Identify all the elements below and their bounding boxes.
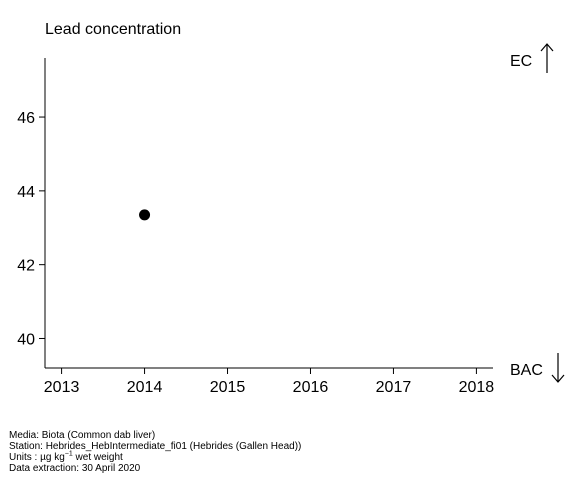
footer-station: Station: Hebrides_HebIntermediate_fi01 (…: [9, 441, 302, 452]
data-point: [139, 209, 151, 221]
data-points: [139, 209, 151, 221]
x-tick-label: 2016: [293, 379, 329, 396]
x-tick-label: 2014: [127, 379, 163, 396]
footer-units-suffix: wet weight: [72, 452, 123, 463]
footer-units: Units : µg kg−1 wet weight: [9, 450, 301, 463]
bac-label: BAC: [510, 362, 543, 379]
y-tick-label: 46: [17, 110, 35, 127]
down-arrow-icon: [551, 353, 565, 383]
chart-title: Lead concentration: [45, 21, 181, 38]
y-tick-label: 42: [17, 258, 35, 275]
chart-footer: Media: Biota (Common dab liver) Station:…: [9, 430, 301, 474]
y-tick-label: 44: [17, 184, 35, 201]
ec-label: EC: [510, 53, 532, 70]
x-tick-label: 2013: [44, 379, 80, 396]
y-tick-label: 40: [17, 331, 35, 348]
x-tick-label: 2018: [459, 379, 495, 396]
footer-units-prefix: Units : µg kg: [9, 452, 65, 463]
footer-media: Media: Biota (Common dab liver): [9, 430, 156, 441]
footer-units-exponent: −1: [64, 450, 73, 458]
x-tick-label: 2015: [210, 379, 246, 396]
up-arrow-icon: [540, 43, 554, 73]
footer-extraction: Data extraction: 30 April 2020: [9, 463, 141, 474]
y-axis-ticks: 40 42 44 46: [17, 110, 45, 348]
x-tick-label: 2017: [376, 379, 412, 396]
x-axis-ticks: 2013 2014 2015 2016 2017 2018: [44, 368, 495, 396]
